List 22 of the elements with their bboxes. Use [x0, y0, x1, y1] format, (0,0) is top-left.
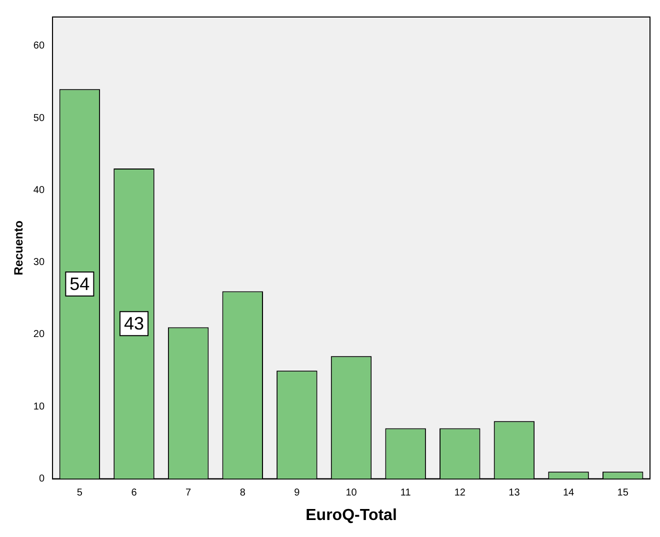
- y-tick-label: 30: [33, 257, 45, 268]
- data-label: 43: [124, 314, 144, 334]
- y-tick-label: 20: [33, 329, 45, 340]
- y-tick-label: 10: [33, 401, 45, 412]
- y-tick-label: 0: [38, 474, 45, 485]
- x-tick-label: 15: [617, 488, 629, 499]
- y-tick-label: 50: [33, 112, 45, 124]
- data-label: 54: [70, 274, 90, 294]
- x-tick-label: 12: [454, 488, 466, 499]
- x-tick-label: 10: [346, 488, 358, 499]
- y-tick-label: 60: [33, 40, 45, 52]
- x-tick-label: 14: [562, 488, 575, 499]
- y-axis-title: Recuento: [12, 220, 26, 276]
- y-tick-label: 40: [33, 184, 45, 196]
- x-axis-title: EuroQ-Total: [306, 506, 397, 524]
- x-tick-label: 13: [508, 488, 520, 499]
- x-tick-label: 7: [186, 488, 192, 499]
- x-tick-label: 5: [76, 488, 83, 499]
- x-tick-label: 8: [240, 488, 246, 499]
- x-tick-label: 6: [131, 488, 138, 499]
- x-tick-label: 11: [400, 488, 412, 499]
- x-tick-label: 9: [294, 488, 300, 499]
